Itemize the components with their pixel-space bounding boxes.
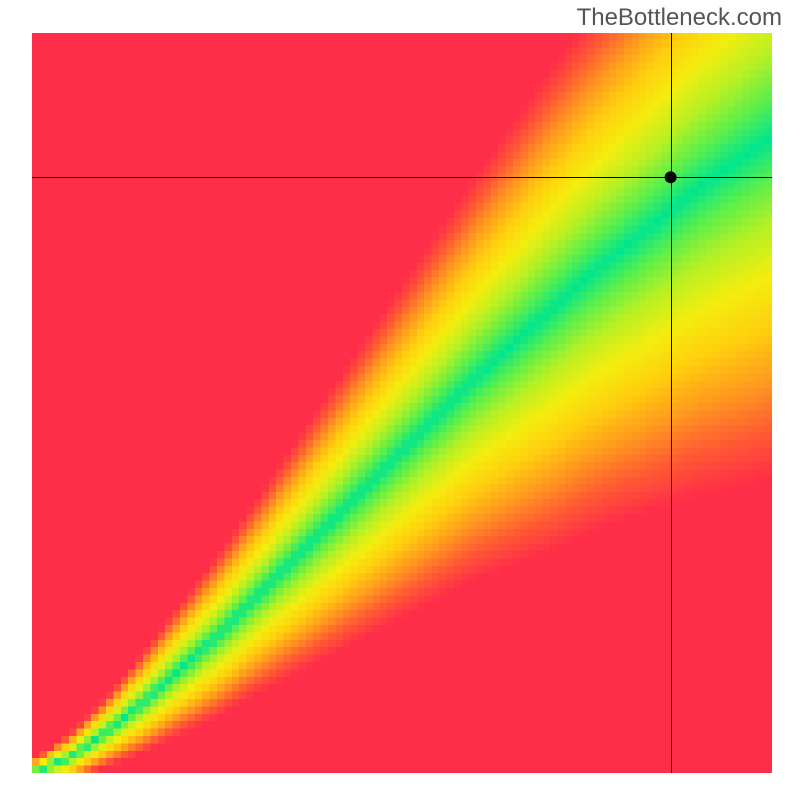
marker-overlay [32, 33, 772, 773]
watermark-text: TheBottleneck.com [577, 4, 782, 32]
